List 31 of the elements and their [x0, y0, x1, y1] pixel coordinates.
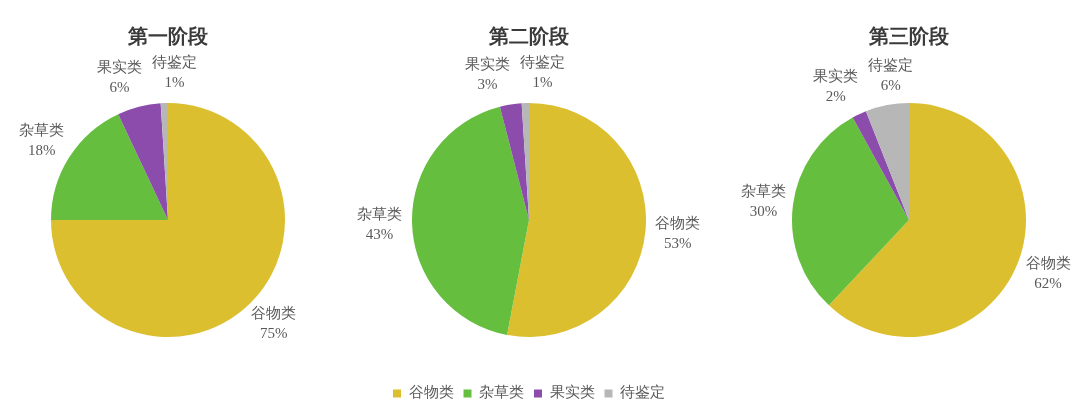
slice-label: 谷物类: [251, 304, 297, 321]
data-label: 2%: [825, 87, 846, 104]
data-label: 18%: [28, 142, 56, 159]
data-label: 30%: [749, 202, 778, 219]
legend-label: 谷物类: [408, 384, 454, 401]
slice-label: 杂草类: [357, 205, 403, 222]
data-label: 43%: [365, 225, 394, 242]
data-label: 1%: [532, 74, 553, 91]
legend-label: 果实类: [549, 384, 595, 401]
slice-label: 果实类: [97, 58, 143, 75]
legend-label: 待鉴定: [620, 384, 665, 401]
chart-title: 第二阶段: [488, 24, 570, 49]
chart-title: 第一阶段: [127, 24, 209, 49]
slice-label: 果实类: [464, 55, 510, 72]
chart-title: 第三阶段: [868, 24, 950, 49]
data-label: 6%: [109, 78, 130, 95]
data-label: 3%: [477, 75, 498, 92]
data-label: 6%: [880, 76, 901, 93]
data-label: 1%: [164, 74, 185, 91]
slice-label: 待鉴定: [868, 56, 914, 73]
slice-label: 果实类: [813, 67, 859, 84]
data-label: 53%: [664, 234, 692, 251]
legend-label: 杂草类: [479, 384, 524, 401]
data-label: 62%: [1034, 275, 1062, 292]
slice-label: 杂草类: [19, 122, 65, 139]
data-label: 75%: [259, 324, 288, 341]
slice-label: 谷物类: [655, 214, 701, 231]
slice-label: 谷物类: [1025, 255, 1071, 272]
slice-label: 待鉴定: [519, 54, 565, 71]
slice-label: 待鉴定: [152, 54, 198, 71]
slice-label: 杂草类: [741, 182, 786, 199]
